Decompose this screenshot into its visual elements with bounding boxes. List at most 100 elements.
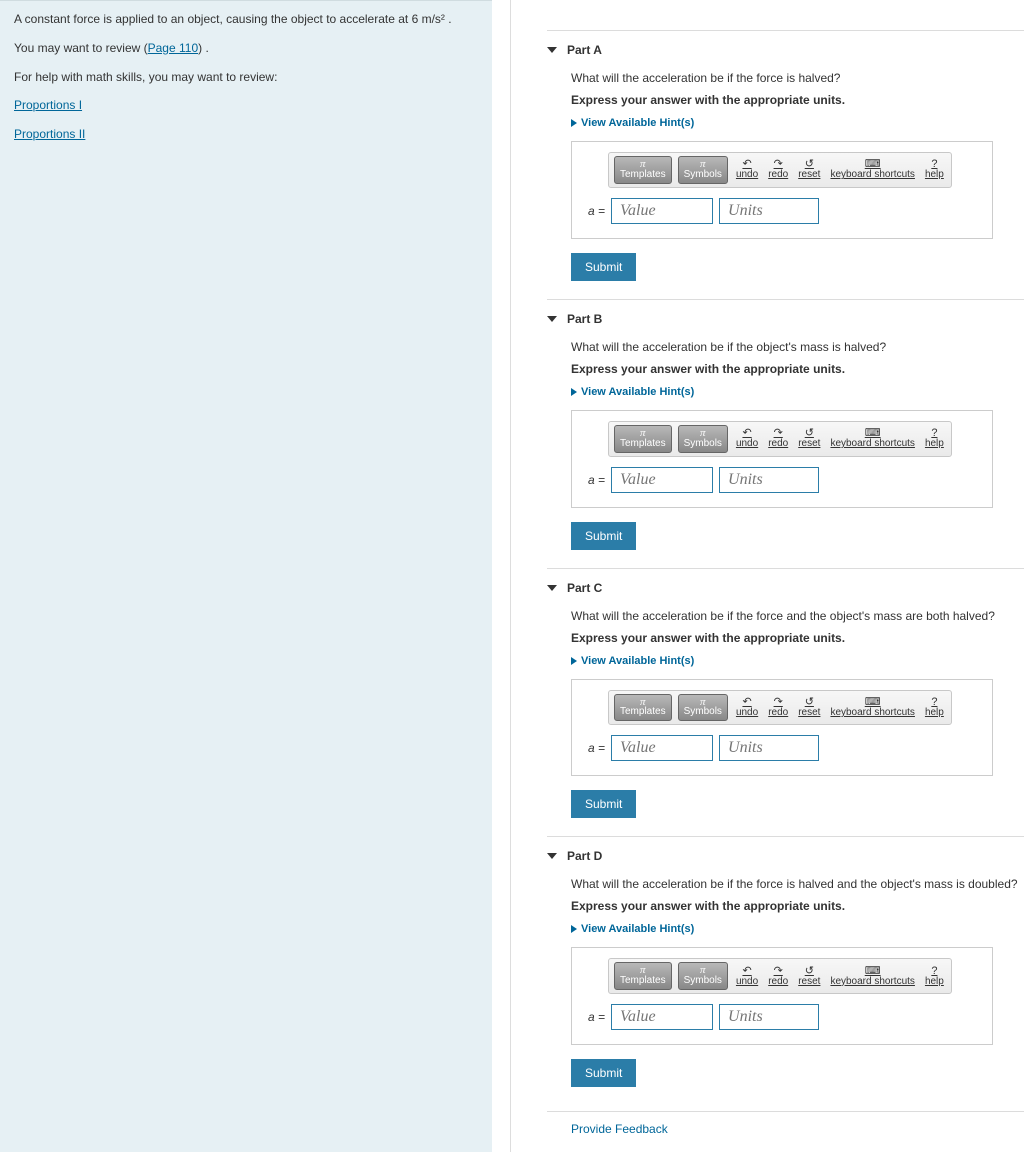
part-d-title: Part D <box>567 849 602 863</box>
part-d-instruction: Express your answer with the appropriate… <box>571 899 1024 913</box>
page-link[interactable]: Page 110 <box>148 41 199 55</box>
units-input[interactable] <box>719 735 819 761</box>
units-input[interactable] <box>719 1004 819 1030</box>
chevron-right-icon <box>571 388 577 396</box>
variable-label: a = <box>588 204 605 218</box>
units-input[interactable] <box>719 467 819 493</box>
hints-label: View Available Hint(s) <box>581 655 694 667</box>
units-input[interactable] <box>719 198 819 224</box>
problem-intro: A constant force is applied to an object… <box>14 11 478 28</box>
part-b: Part B What will the acceleration be if … <box>547 299 1024 568</box>
chevron-down-icon <box>547 316 557 322</box>
part-a-header[interactable]: Part A <box>547 43 1024 57</box>
variable-label: a = <box>588 741 605 755</box>
part-b-instruction: Express your answer with the appropriate… <box>571 362 1024 376</box>
part-a: Part A What will the acceleration be if … <box>547 30 1024 299</box>
part-b-hints-toggle[interactable]: View Available Hint(s) <box>571 386 1024 398</box>
part-c-question: What will the acceleration be if the for… <box>571 609 1024 623</box>
chevron-down-icon <box>547 47 557 53</box>
part-a-hints-toggle[interactable]: View Available Hint(s) <box>571 117 1024 129</box>
submit-button[interactable]: Submit <box>571 1059 636 1087</box>
part-c-header[interactable]: Part C <box>547 581 1024 595</box>
chevron-down-icon <box>547 585 557 591</box>
part-a-question: What will the acceleration be if the for… <box>571 71 1024 85</box>
templates-button[interactable]: πTemplates <box>614 962 672 990</box>
part-b-question: What will the acceleration be if the obj… <box>571 340 1024 354</box>
problem-description-panel: A constant force is applied to an object… <box>0 0 492 1152</box>
part-b-title: Part B <box>567 312 602 326</box>
intro-units: m/s² <box>422 12 445 26</box>
part-d: Part D What will the acceleration be if … <box>547 836 1024 1105</box>
value-input[interactable] <box>611 1004 713 1030</box>
reset-button[interactable]: ↺reset <box>796 966 822 987</box>
submit-button[interactable]: Submit <box>571 522 636 550</box>
keyboard-button[interactable]: ⌨keyboard shortcuts <box>828 428 917 449</box>
part-a-instruction: Express your answer with the appropriate… <box>571 93 1024 107</box>
variable-label: a = <box>588 473 605 487</box>
hints-label: View Available Hint(s) <box>581 386 694 398</box>
templates-button[interactable]: πTemplates <box>614 694 672 722</box>
intro-text: A constant force is applied to an object… <box>14 12 422 26</box>
part-a-answer-box: πTemplates πSymbols ↶undo ↷redo ↺reset ⌨… <box>571 141 993 239</box>
value-input[interactable] <box>611 467 713 493</box>
help-button[interactable]: ?help <box>923 159 946 180</box>
proportions-2-link[interactable]: Proportions II <box>14 127 85 141</box>
keyboard-button[interactable]: ⌨keyboard shortcuts <box>828 697 917 718</box>
reset-button[interactable]: ↺reset <box>796 428 822 449</box>
reset-button[interactable]: ↺reset <box>796 697 822 718</box>
part-d-hints-toggle[interactable]: View Available Hint(s) <box>571 923 1024 935</box>
symbols-button[interactable]: πSymbols <box>678 425 728 453</box>
variable-label: a = <box>588 1010 605 1024</box>
undo-button[interactable]: ↶undo <box>734 428 760 449</box>
part-d-header[interactable]: Part D <box>547 849 1024 863</box>
redo-button[interactable]: ↷redo <box>766 159 790 180</box>
chevron-right-icon <box>571 657 577 665</box>
reset-button[interactable]: ↺reset <box>796 159 822 180</box>
symbols-button[interactable]: πSymbols <box>678 962 728 990</box>
equation-toolbar: πTemplates πSymbols ↶undo ↷redo ↺reset ⌨… <box>608 421 952 457</box>
part-b-header[interactable]: Part B <box>547 312 1024 326</box>
help-button[interactable]: ?help <box>923 966 946 987</box>
part-b-answer-box: πTemplates πSymbols ↶undo ↷redo ↺reset ⌨… <box>571 410 993 508</box>
part-c: Part C What will the acceleration be if … <box>547 568 1024 837</box>
part-c-answer-box: πTemplates πSymbols ↶undo ↷redo ↺reset ⌨… <box>571 679 993 777</box>
undo-button[interactable]: ↶undo <box>734 966 760 987</box>
part-d-answer-box: πTemplates πSymbols ↶undo ↷redo ↺reset ⌨… <box>571 947 993 1045</box>
part-c-hints-toggle[interactable]: View Available Hint(s) <box>571 655 1024 667</box>
part-a-title: Part A <box>567 43 602 57</box>
hints-label: View Available Hint(s) <box>581 923 694 935</box>
equation-toolbar: πTemplates πSymbols ↶undo ↷redo ↺reset ⌨… <box>608 958 952 994</box>
part-c-title: Part C <box>567 581 602 595</box>
keyboard-button[interactable]: ⌨keyboard shortcuts <box>828 966 917 987</box>
symbols-button[interactable]: πSymbols <box>678 156 728 184</box>
chevron-right-icon <box>571 925 577 933</box>
redo-button[interactable]: ↷redo <box>766 966 790 987</box>
help-text: For help with math skills, you may want … <box>14 69 478 86</box>
value-input[interactable] <box>611 735 713 761</box>
intro-suffix: . <box>445 12 452 26</box>
equation-toolbar: πTemplates πSymbols ↶undo ↷redo ↺reset ⌨… <box>608 690 952 726</box>
redo-button[interactable]: ↷redo <box>766 428 790 449</box>
keyboard-button[interactable]: ⌨keyboard shortcuts <box>828 159 917 180</box>
hints-label: View Available Hint(s) <box>581 117 694 129</box>
help-button[interactable]: ?help <box>923 697 946 718</box>
review-text: You may want to review (Page 110) . <box>14 40 478 57</box>
redo-button[interactable]: ↷redo <box>766 697 790 718</box>
proportions-1-link[interactable]: Proportions I <box>14 98 82 112</box>
help-button[interactable]: ?help <box>923 428 946 449</box>
symbols-button[interactable]: πSymbols <box>678 694 728 722</box>
submit-button[interactable]: Submit <box>571 253 636 281</box>
provide-feedback-link[interactable]: Provide Feedback <box>547 1111 1024 1142</box>
templates-button[interactable]: πTemplates <box>614 156 672 184</box>
undo-button[interactable]: ↶undo <box>734 159 760 180</box>
chevron-down-icon <box>547 853 557 859</box>
part-c-instruction: Express your answer with the appropriate… <box>571 631 1024 645</box>
part-d-question: What will the acceleration be if the for… <box>571 877 1024 891</box>
undo-button[interactable]: ↶undo <box>734 697 760 718</box>
submit-button[interactable]: Submit <box>571 790 636 818</box>
parts-panel: Part A What will the acceleration be if … <box>510 0 1024 1152</box>
value-input[interactable] <box>611 198 713 224</box>
chevron-right-icon <box>571 119 577 127</box>
templates-button[interactable]: πTemplates <box>614 425 672 453</box>
equation-toolbar: πTemplates πSymbols ↶undo ↷redo ↺reset ⌨… <box>608 152 952 188</box>
